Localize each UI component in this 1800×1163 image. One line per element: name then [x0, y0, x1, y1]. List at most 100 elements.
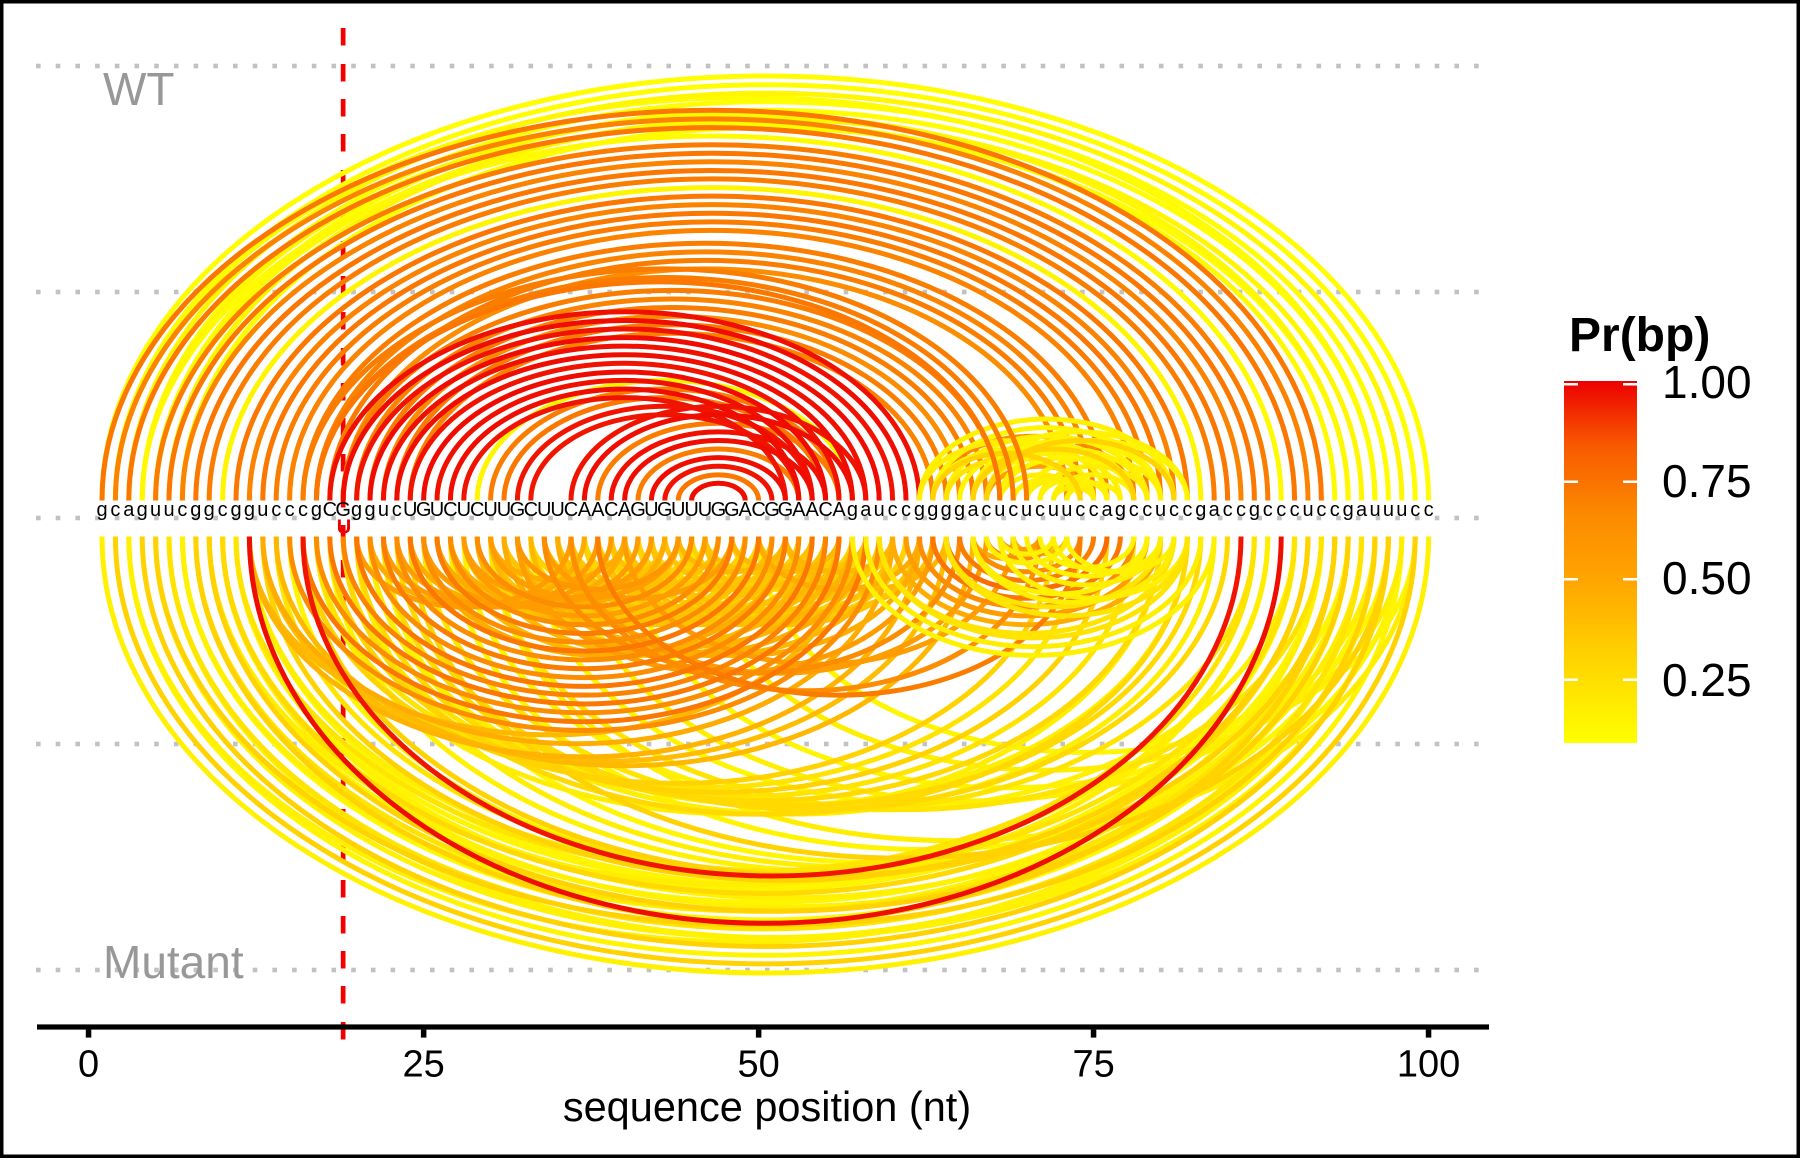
svg-text:g: g: [1343, 499, 1354, 521]
svg-text:C: C: [470, 499, 484, 521]
svg-text:c: c: [177, 499, 187, 521]
svg-text:g: g: [1115, 499, 1126, 521]
svg-text:C: C: [323, 499, 337, 521]
svg-text:g: g: [914, 499, 925, 521]
svg-text:c: c: [1316, 499, 1326, 521]
svg-text:a: a: [1101, 499, 1113, 521]
svg-text:c: c: [1330, 499, 1340, 521]
svg-text:C: C: [818, 499, 832, 521]
svg-text:U: U: [337, 517, 351, 539]
svg-text:U: U: [497, 499, 511, 521]
svg-text:c: c: [901, 499, 911, 521]
svg-text:u: u: [1396, 499, 1407, 521]
svg-text:0: 0: [78, 1044, 99, 1086]
svg-text:g: g: [351, 499, 362, 521]
svg-text:c: c: [1075, 499, 1085, 521]
svg-text:u: u: [994, 499, 1005, 521]
svg-text:c: c: [110, 499, 120, 521]
svg-text:50: 50: [737, 1044, 779, 1086]
svg-text:u: u: [257, 499, 268, 521]
svg-text:a: a: [1209, 499, 1221, 521]
svg-text:c: c: [1236, 499, 1246, 521]
svg-text:c: c: [1410, 499, 1420, 521]
svg-text:c: c: [1290, 499, 1300, 521]
svg-text:g: g: [954, 499, 965, 521]
svg-text:g: g: [364, 499, 375, 521]
svg-text:A: A: [591, 499, 605, 521]
svg-text:u: u: [1383, 499, 1394, 521]
svg-text:0.75: 0.75: [1662, 455, 1752, 507]
svg-text:u: u: [1155, 499, 1166, 521]
svg-text:G: G: [510, 499, 526, 521]
svg-text:c: c: [1223, 499, 1233, 521]
svg-text:A: A: [739, 499, 753, 521]
svg-text:U: U: [430, 499, 444, 521]
svg-text:g: g: [1195, 499, 1206, 521]
svg-text:sequence position (nt): sequence position (nt): [563, 1083, 971, 1130]
svg-text:1.00: 1.00: [1662, 356, 1752, 408]
svg-text:G: G: [335, 499, 351, 521]
svg-text:C: C: [443, 499, 457, 521]
svg-text:U: U: [684, 499, 698, 521]
svg-text:C: C: [564, 499, 578, 521]
svg-text:c: c: [271, 499, 281, 521]
svg-text:g: g: [311, 499, 322, 521]
svg-text:a: a: [123, 499, 135, 521]
svg-text:c: c: [981, 499, 991, 521]
svg-text:c: c: [285, 499, 295, 521]
svg-text:A: A: [618, 499, 632, 521]
svg-text:c: c: [1424, 499, 1434, 521]
svg-text:u: u: [1021, 499, 1032, 521]
svg-text:c: c: [1142, 499, 1152, 521]
svg-text:u: u: [1302, 499, 1313, 521]
svg-text:U: U: [644, 499, 658, 521]
svg-text:a: a: [860, 499, 872, 521]
svg-text:U: U: [698, 499, 712, 521]
svg-text:u: u: [378, 499, 389, 521]
svg-text:c: c: [1263, 499, 1273, 521]
svg-text:G: G: [630, 499, 646, 521]
svg-text:G: G: [764, 499, 780, 521]
svg-text:A: A: [578, 499, 592, 521]
svg-text:c: c: [1276, 499, 1286, 521]
svg-text:g: g: [1249, 499, 1260, 521]
svg-text:u: u: [150, 499, 161, 521]
svg-text:c: c: [218, 499, 228, 521]
svg-text:C: C: [751, 499, 765, 521]
svg-text:c: c: [392, 499, 402, 521]
svg-text:A: A: [792, 499, 806, 521]
svg-text:u: u: [1061, 499, 1072, 521]
svg-text:c: c: [888, 499, 898, 521]
svg-text:A: A: [832, 499, 846, 521]
svg-text:U: U: [403, 499, 417, 521]
svg-text:c: c: [1129, 499, 1139, 521]
svg-text:c: c: [1182, 499, 1192, 521]
svg-text:C: C: [604, 499, 618, 521]
svg-text:a: a: [1356, 499, 1368, 521]
svg-text:g: g: [190, 499, 201, 521]
svg-text:Mutant: Mutant: [103, 936, 244, 988]
svg-text:c: c: [298, 499, 308, 521]
svg-text:G: G: [724, 499, 740, 521]
svg-text:75: 75: [1072, 1044, 1114, 1086]
svg-text:U: U: [550, 499, 564, 521]
svg-text:0.25: 0.25: [1662, 654, 1752, 706]
svg-text:G: G: [711, 499, 727, 521]
svg-text:U: U: [483, 499, 497, 521]
svg-text:g: g: [847, 499, 858, 521]
svg-text:c: c: [1169, 499, 1179, 521]
svg-text:u: u: [874, 499, 885, 521]
svg-text:g: g: [230, 499, 241, 521]
svg-text:U: U: [537, 499, 551, 521]
svg-text:U: U: [457, 499, 471, 521]
svg-text:c: c: [1035, 499, 1045, 521]
svg-text:g: g: [244, 499, 255, 521]
svg-text:c: c: [1008, 499, 1018, 521]
svg-text:u: u: [1048, 499, 1059, 521]
svg-text:C: C: [524, 499, 538, 521]
svg-text:u: u: [163, 499, 174, 521]
svg-text:G: G: [778, 499, 794, 521]
svg-text:0.50: 0.50: [1662, 552, 1752, 604]
svg-text:U: U: [671, 499, 685, 521]
svg-text:a: a: [967, 499, 979, 521]
